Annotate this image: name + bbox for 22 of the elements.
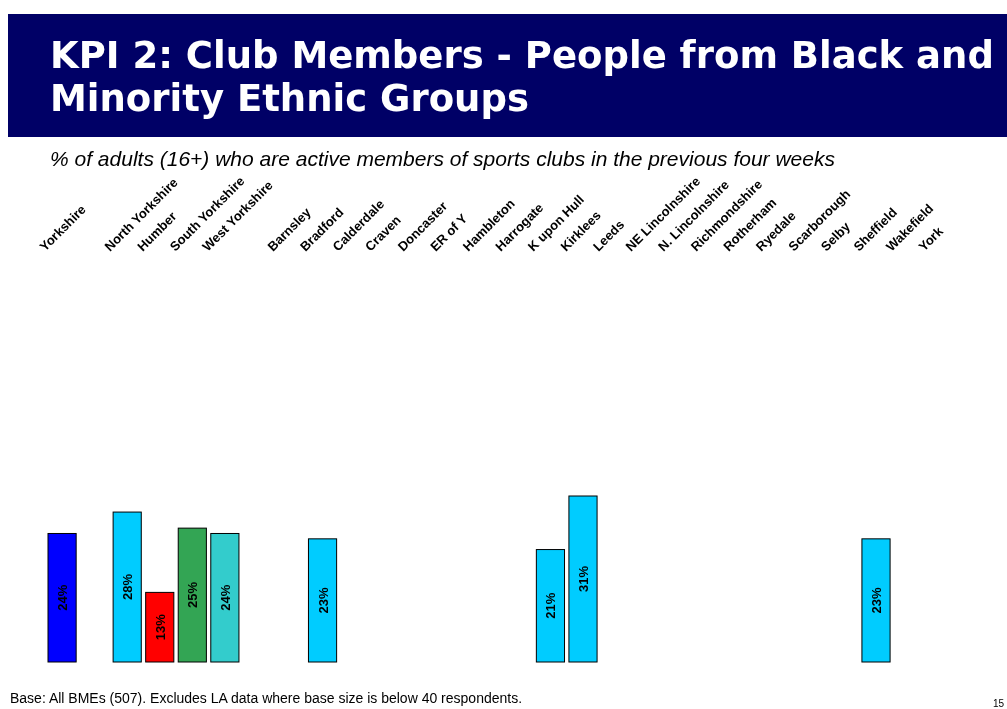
text: Base: All BMEs (507). Excludes LA data where base size is below 40 respondents. [10,690,523,706]
data-label: 23% [869,586,885,614]
bar [112,511,142,663]
bar [210,532,240,663]
bar [177,527,207,663]
data-label: 28% [120,573,136,601]
chart-title: KPI 2: Club Members - People from Black and Minority Ethnic Groups [50,34,994,120]
text: 15 [992,698,1005,709]
data-label: 24% [217,584,233,611]
data-label: 13% [152,613,168,641]
bar [861,538,891,663]
data-label: 25% [185,581,201,609]
bar [307,538,338,663]
data-label: 24% [55,584,71,611]
data-label: 31% [575,565,591,593]
data-label: 23% [315,586,331,614]
data-label: 21% [543,592,559,619]
chart-subtitle: % of adults (16+) who are active members of sports clubs in the previous four weeks [50,147,836,170]
bar [145,591,175,663]
bar [568,495,598,663]
bar [535,549,566,663]
bar [47,532,77,663]
